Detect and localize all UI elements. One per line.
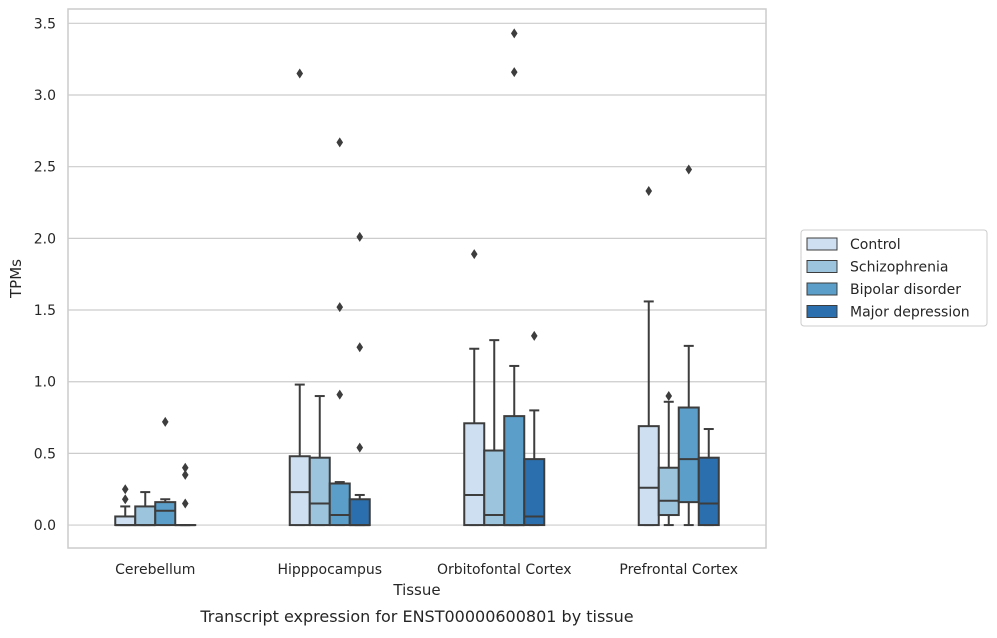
box-major-depression [524, 410, 544, 525]
box-schizophrenia [484, 340, 504, 525]
x-tick-labels: Cerebellum Hipppocampus Orbitofontal Corte… [115, 562, 738, 578]
outlier-point [471, 249, 478, 259]
outlier-point [336, 390, 343, 400]
box-body [464, 423, 484, 525]
box-bipolar-disorder [504, 366, 524, 525]
outlier-point [685, 165, 692, 175]
box-body [310, 458, 330, 525]
legend-label: Major depression [850, 305, 970, 321]
legend-swatch [807, 283, 837, 295]
y-tick-label: 1.0 [34, 375, 56, 391]
outlier-point [182, 499, 189, 509]
outlier-point [356, 232, 363, 242]
box-body [699, 458, 719, 525]
outlier-point [511, 28, 518, 38]
y-tick-labels: 0.0 0.5 1.0 1.5 2.0 2.5 3.0 3.5 [34, 16, 56, 534]
y-tick-label: 3.5 [34, 16, 56, 32]
box-control [290, 385, 310, 525]
outlier-point [336, 302, 343, 312]
legend-swatch [807, 306, 837, 318]
x-tick-label: Cerebellum [115, 562, 195, 578]
box-bipolar-disorder [679, 346, 699, 525]
y-tick-label: 1.5 [34, 303, 56, 319]
y-tick-label: 3.0 [34, 88, 56, 104]
outlier-point [531, 331, 538, 341]
outlier-point [336, 137, 343, 147]
x-tick-label: Prefrontal Cortex [619, 562, 738, 578]
box-body [135, 506, 155, 525]
box-bipolar-disorder [155, 499, 175, 525]
box-body [639, 426, 659, 525]
box-major-depression [350, 495, 370, 525]
gridlines [68, 23, 766, 525]
outlier-point [296, 69, 303, 79]
y-tick-label: 2.0 [34, 231, 56, 247]
box-bipolar-disorder [330, 482, 350, 525]
box-body [679, 408, 699, 503]
box-control [464, 349, 484, 525]
outlier-point [182, 463, 189, 473]
legend: Control Schizophrenia Bipolar disorder Majo… [801, 230, 987, 326]
y-tick-label: 0.5 [34, 446, 56, 462]
chart-caption: Transcript expression for ENST0000060080… [199, 607, 633, 626]
box-control [639, 301, 659, 525]
box-control [115, 506, 135, 525]
x-axis-label: Tissue [392, 581, 440, 599]
legend-label: Schizophrenia [850, 260, 948, 276]
box-body [350, 499, 370, 525]
outlier-point [665, 391, 672, 401]
box-schizophrenia [310, 396, 330, 525]
outliers [122, 28, 692, 508]
legend-label: Control [850, 237, 901, 253]
outlier-point [122, 484, 129, 494]
y-axis-label: TPMs [7, 259, 25, 299]
legend-label: Bipolar disorder [850, 282, 961, 298]
box-body [115, 516, 135, 525]
outlier-point [356, 342, 363, 352]
box-body [330, 483, 350, 525]
outlier-point [511, 67, 518, 77]
box-body [659, 468, 679, 515]
y-tick-label: 0.0 [34, 518, 56, 534]
legend-swatch [807, 238, 837, 250]
outlier-point [356, 443, 363, 453]
outlier-point [122, 494, 129, 504]
legend-swatch [807, 261, 837, 273]
x-tick-label: Hipppocampus [277, 562, 382, 578]
box-body [524, 459, 544, 525]
box-schizophrenia [659, 402, 679, 525]
box-major-depression [699, 429, 719, 525]
box-body [290, 456, 310, 525]
box-body [504, 416, 524, 525]
box-body [484, 451, 504, 526]
outlier-point [645, 186, 652, 196]
boxes [115, 301, 719, 525]
x-tick-label: Orbitofontal Cortex [437, 562, 572, 578]
y-tick-label: 2.5 [34, 160, 56, 176]
outlier-point [162, 417, 169, 427]
box-schizophrenia [135, 492, 155, 525]
box-body [155, 502, 175, 525]
